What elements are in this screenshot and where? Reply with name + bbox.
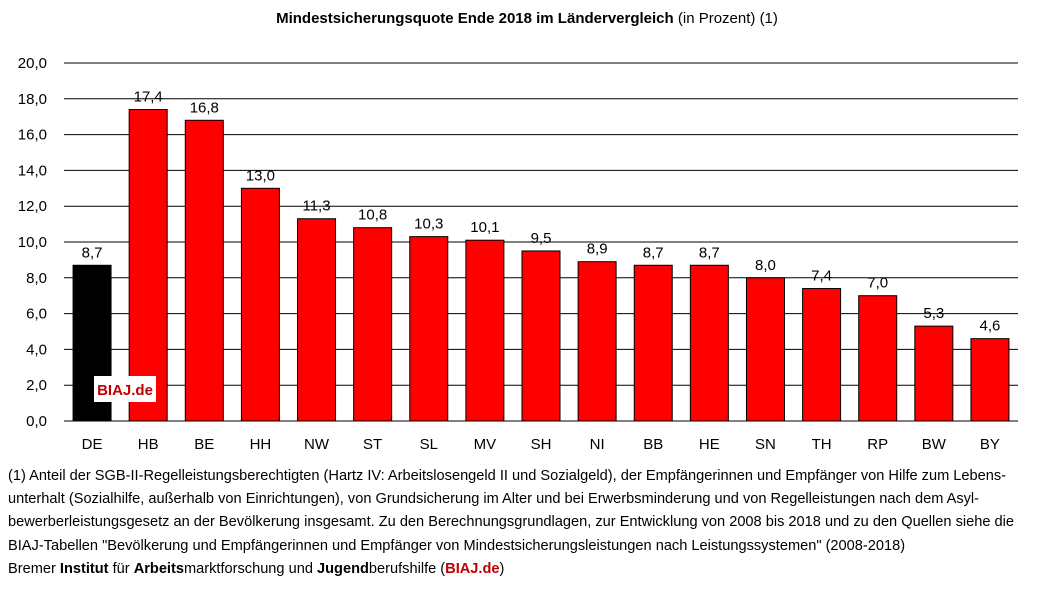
credit-text: für — [108, 560, 134, 577]
credit-text-bold: Arbeits — [133, 560, 184, 577]
data-labels: 8,7 17,4 16,8 13,0 11,3 10,8 10,3 10,1 9,5 8,9 8,7… — [82, 89, 1001, 335]
x-tick-label: SN — [755, 436, 776, 453]
bar — [72, 264, 112, 422]
bar — [633, 264, 673, 422]
bar-chart: 0,02,04,06,08,010,012,014,016,018,020,0 … — [18, 55, 1018, 453]
data-label: 10,3 — [414, 216, 443, 233]
credit-text: marktforschung und — [183, 560, 318, 577]
bar — [802, 288, 842, 422]
x-tick-label: NI — [590, 436, 605, 453]
data-label: 8,0 — [755, 257, 776, 274]
bar — [128, 109, 168, 422]
credit-line: Bremer Institut für Arbeitsmarktforschun… — [8, 558, 1048, 581]
data-label: 9,5 — [531, 230, 552, 247]
y-tick-label: 2,0 — [26, 377, 47, 394]
x-tick-label: RP — [867, 436, 888, 453]
bar — [970, 338, 1010, 422]
x-tick-label: BW — [922, 436, 947, 453]
x-tick-label: SH — [531, 436, 552, 453]
y-tick-label: 18,0 — [18, 91, 47, 108]
watermark: BIAJ.de — [94, 376, 156, 402]
x-tick-label: BB — [643, 436, 663, 453]
bar — [297, 218, 337, 422]
y-tick-label: 12,0 — [18, 198, 47, 215]
y-tick-label: 20,0 — [18, 55, 47, 72]
data-label: 17,4 — [134, 89, 163, 106]
bars — [72, 109, 1010, 422]
chart-title: Mindestsicherungsquote Ende 2018 im Länd… — [0, 10, 1054, 27]
y-tick-label: 4,0 — [26, 341, 47, 358]
x-tick-label: NW — [304, 436, 330, 453]
y-tick-label: 16,0 — [18, 127, 47, 144]
credit-text: ) — [499, 560, 505, 577]
x-tick-label: ST — [363, 436, 382, 453]
bar — [689, 264, 729, 422]
x-axis-tick-labels: DE HB BE HH NW ST SL MV SH NI BB HE SN TH RP BW BY — [82, 436, 1000, 453]
bar — [409, 236, 449, 422]
data-label: 8,9 — [587, 241, 608, 258]
bar — [521, 250, 561, 422]
data-label: 7,0 — [867, 275, 888, 292]
footnote-line: BIAJ-Tabellen "Bevölkerung und Empfänger… — [8, 537, 906, 554]
bar — [914, 325, 954, 422]
credit-text: Bremer — [8, 560, 60, 577]
credit-text: berufshilfe ( — [368, 560, 446, 577]
footnote-line: unterhalt (Sozialhilfe, außerhalb von Ei… — [8, 491, 980, 508]
data-label: 5,3 — [923, 305, 944, 322]
x-tick-label: HE — [699, 436, 720, 453]
credit-text-bold: Institut — [59, 560, 109, 577]
y-tick-label: 8,0 — [26, 270, 47, 287]
chart-title-unit: (in Prozent) (1) — [673, 10, 778, 27]
x-tick-label: HH — [250, 436, 272, 453]
x-tick-label: SL — [420, 436, 438, 453]
x-tick-label: MV — [474, 436, 497, 453]
footnote: (1) Anteil der SGB-II-Regelleistungsbere… — [8, 465, 1048, 581]
x-tick-label: HB — [138, 436, 159, 453]
bar — [577, 261, 617, 422]
data-label: 8,7 — [643, 244, 664, 261]
bar — [184, 119, 224, 422]
footnote-line: bewerberleistungsgesetz an der Bevölkeru… — [8, 514, 1014, 531]
y-tick-label: 0,0 — [26, 413, 47, 430]
footnote-line: (1) Anteil der SGB-II-Regelleistungsbere… — [8, 468, 1007, 484]
watermark-text: BIAJ.de — [97, 382, 153, 399]
x-tick-label: TH — [812, 436, 832, 453]
bar — [353, 227, 393, 422]
bar — [240, 187, 280, 422]
data-label: 4,6 — [980, 318, 1001, 335]
watermark-box — [94, 376, 156, 402]
data-label: 8,7 — [82, 244, 103, 261]
data-label: 8,7 — [699, 244, 720, 261]
bar — [858, 295, 898, 422]
data-label: 10,1 — [470, 219, 499, 236]
credit-brand-link[interactable]: BIAJ.de — [445, 560, 500, 577]
x-tick-label: BY — [980, 436, 1000, 453]
y-tick-label: 10,0 — [18, 234, 47, 251]
data-label: 7,4 — [811, 268, 832, 285]
y-tick-label: 14,0 — [18, 162, 47, 179]
data-label: 10,8 — [358, 207, 387, 224]
x-tick-label: DE — [82, 436, 103, 453]
credit-text-bold: Jugend — [317, 560, 369, 577]
data-label: 11,3 — [302, 198, 330, 215]
chart-title-main: Mindestsicherungsquote Ende 2018 im Länd… — [276, 10, 674, 27]
data-label: 16,8 — [190, 99, 219, 116]
x-tick-label: BE — [194, 436, 214, 453]
y-tick-label: 6,0 — [26, 306, 47, 323]
bar — [465, 239, 505, 422]
data-label: 13,0 — [246, 167, 275, 184]
bar — [745, 277, 785, 422]
y-axis-tick-labels: 0,0 2,0 4,0 6,0 8,0 10,0 12,0 14,0 16,0 18,0 20,0 — [18, 55, 47, 430]
